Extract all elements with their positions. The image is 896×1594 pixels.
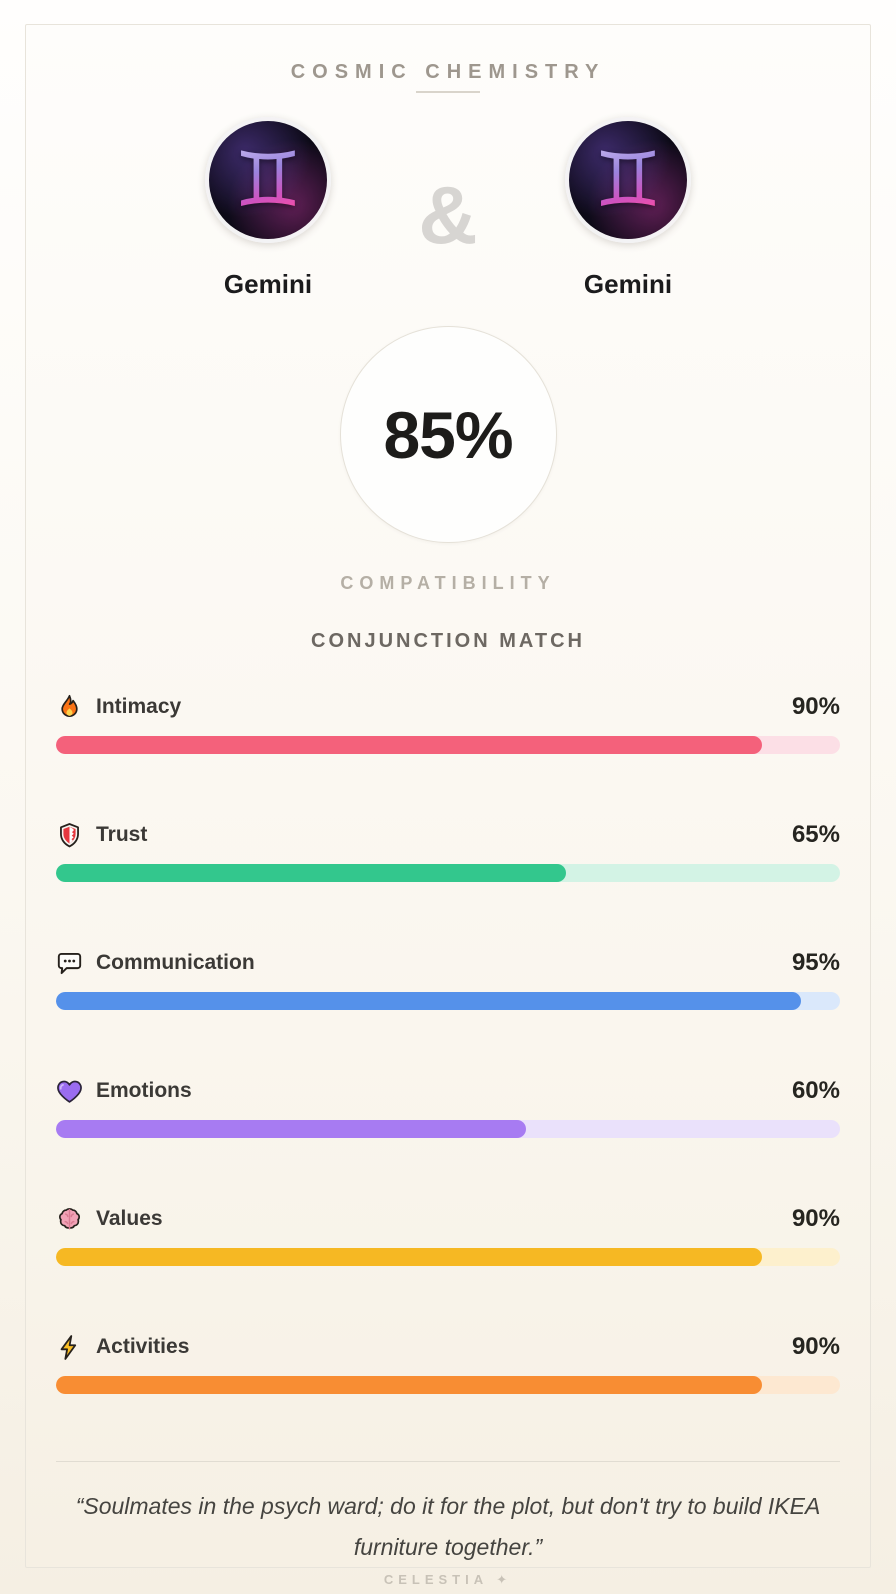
stat-value: 95% bbox=[791, 949, 840, 976]
compatibility-score-circle: 85% bbox=[339, 326, 557, 543]
page-title: COSMIC CHEMISTRY bbox=[290, 61, 606, 83]
stat-label: Values bbox=[96, 1207, 163, 1230]
right-sign-name: Gemini bbox=[583, 269, 673, 299]
progress-bar bbox=[56, 992, 840, 1010]
progress-bar bbox=[56, 1120, 840, 1138]
divider bbox=[56, 1461, 840, 1462]
stat-label: Activities bbox=[96, 1335, 190, 1358]
right-sign: ♊ Gemini bbox=[503, 117, 753, 300]
progress-bar-fill bbox=[56, 1248, 762, 1266]
zodiac-pair: ♊ Gemini & ♊ Gemini bbox=[56, 117, 840, 300]
stat-row-trust: Trust 65% bbox=[56, 821, 840, 882]
lightning-icon bbox=[56, 1334, 83, 1361]
gemini-icon: ♊ bbox=[233, 135, 303, 224]
brain-icon bbox=[56, 1206, 83, 1233]
shield-icon bbox=[56, 822, 83, 849]
compatibility-quote: “Soulmates in the psych ward; do it for … bbox=[75, 1493, 821, 1561]
stats-list: Intimacy 90% Trust 65% bbox=[56, 693, 840, 1394]
stat-value: 60% bbox=[791, 1077, 840, 1104]
compatibility-card: COSMIC CHEMISTRY ♊ Gemini & ♊ Gemini 85%… bbox=[25, 24, 871, 1587]
progress-bar-fill bbox=[56, 736, 762, 754]
stat-value: 90% bbox=[791, 1333, 840, 1360]
stat-row-activities: Activities 90% bbox=[56, 1333, 840, 1394]
stat-label: Communication bbox=[96, 951, 255, 974]
stat-value: 90% bbox=[791, 693, 840, 720]
flame-icon bbox=[56, 694, 83, 721]
progress-bar-fill bbox=[56, 992, 801, 1010]
right-zodiac-avatar: ♊ bbox=[565, 117, 691, 243]
match-type-title: CONJUNCTION MATCH bbox=[311, 630, 585, 652]
brand-name: CELESTIA bbox=[383, 1571, 488, 1587]
progress-bar-fill bbox=[56, 1376, 762, 1394]
gemini-icon: ♊ bbox=[593, 135, 663, 224]
stat-label: Trust bbox=[96, 823, 148, 846]
stat-value: 65% bbox=[791, 821, 840, 848]
ampersand-separator: & bbox=[418, 170, 478, 261]
stat-label: Emotions bbox=[96, 1079, 192, 1102]
stat-row-intimacy: Intimacy 90% bbox=[56, 693, 840, 754]
speech-bubble-icon bbox=[56, 950, 83, 977]
progress-bar-fill bbox=[56, 1120, 527, 1138]
compatibility-caption: COMPATIBILITY bbox=[340, 573, 556, 593]
compatibility-score: 85% bbox=[383, 397, 513, 472]
progress-bar bbox=[56, 1376, 840, 1394]
progress-bar-fill bbox=[56, 864, 566, 882]
stat-value: 90% bbox=[791, 1205, 840, 1232]
stat-row-emotions: Emotions 60% bbox=[56, 1077, 840, 1138]
brand-footer: CELESTIA ✦ bbox=[56, 1572, 840, 1588]
stat-label: Intimacy bbox=[96, 695, 182, 718]
left-sign-name: Gemini bbox=[223, 269, 313, 299]
progress-bar bbox=[56, 1248, 840, 1266]
stat-row-values: Values 90% bbox=[56, 1205, 840, 1266]
title-underline bbox=[416, 91, 480, 93]
left-zodiac-avatar: ♊ bbox=[205, 117, 331, 243]
purple-heart-icon bbox=[56, 1078, 83, 1105]
left-sign: ♊ Gemini bbox=[143, 117, 393, 300]
progress-bar bbox=[56, 736, 840, 754]
progress-bar bbox=[56, 864, 840, 882]
stat-row-communication: Communication 95% bbox=[56, 949, 840, 1010]
sparkle-icon: ✦ bbox=[496, 1571, 513, 1587]
